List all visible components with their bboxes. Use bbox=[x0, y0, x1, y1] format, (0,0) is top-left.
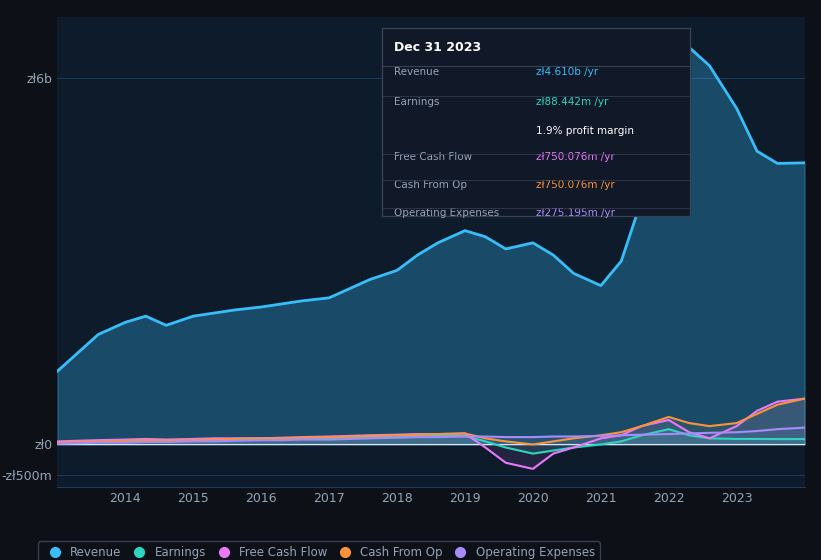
Text: Dec 31 2023: Dec 31 2023 bbox=[394, 41, 481, 54]
Text: zł88.442m /yr: zł88.442m /yr bbox=[536, 97, 608, 108]
Text: 1.9% profit margin: 1.9% profit margin bbox=[536, 125, 634, 136]
Text: Free Cash Flow: Free Cash Flow bbox=[394, 152, 472, 162]
Text: Operating Expenses: Operating Expenses bbox=[394, 208, 499, 218]
Text: zł4.610b /yr: zł4.610b /yr bbox=[536, 67, 598, 77]
Text: zł750.076m /yr: zł750.076m /yr bbox=[536, 152, 614, 162]
Text: Revenue: Revenue bbox=[394, 67, 439, 77]
Text: Cash From Op: Cash From Op bbox=[394, 180, 467, 190]
Text: Earnings: Earnings bbox=[394, 97, 439, 108]
Text: zł275.195m /yr: zł275.195m /yr bbox=[536, 208, 615, 218]
Text: zł750.076m /yr: zł750.076m /yr bbox=[536, 180, 614, 190]
Legend: Revenue, Earnings, Free Cash Flow, Cash From Op, Operating Expenses: Revenue, Earnings, Free Cash Flow, Cash … bbox=[38, 541, 600, 560]
